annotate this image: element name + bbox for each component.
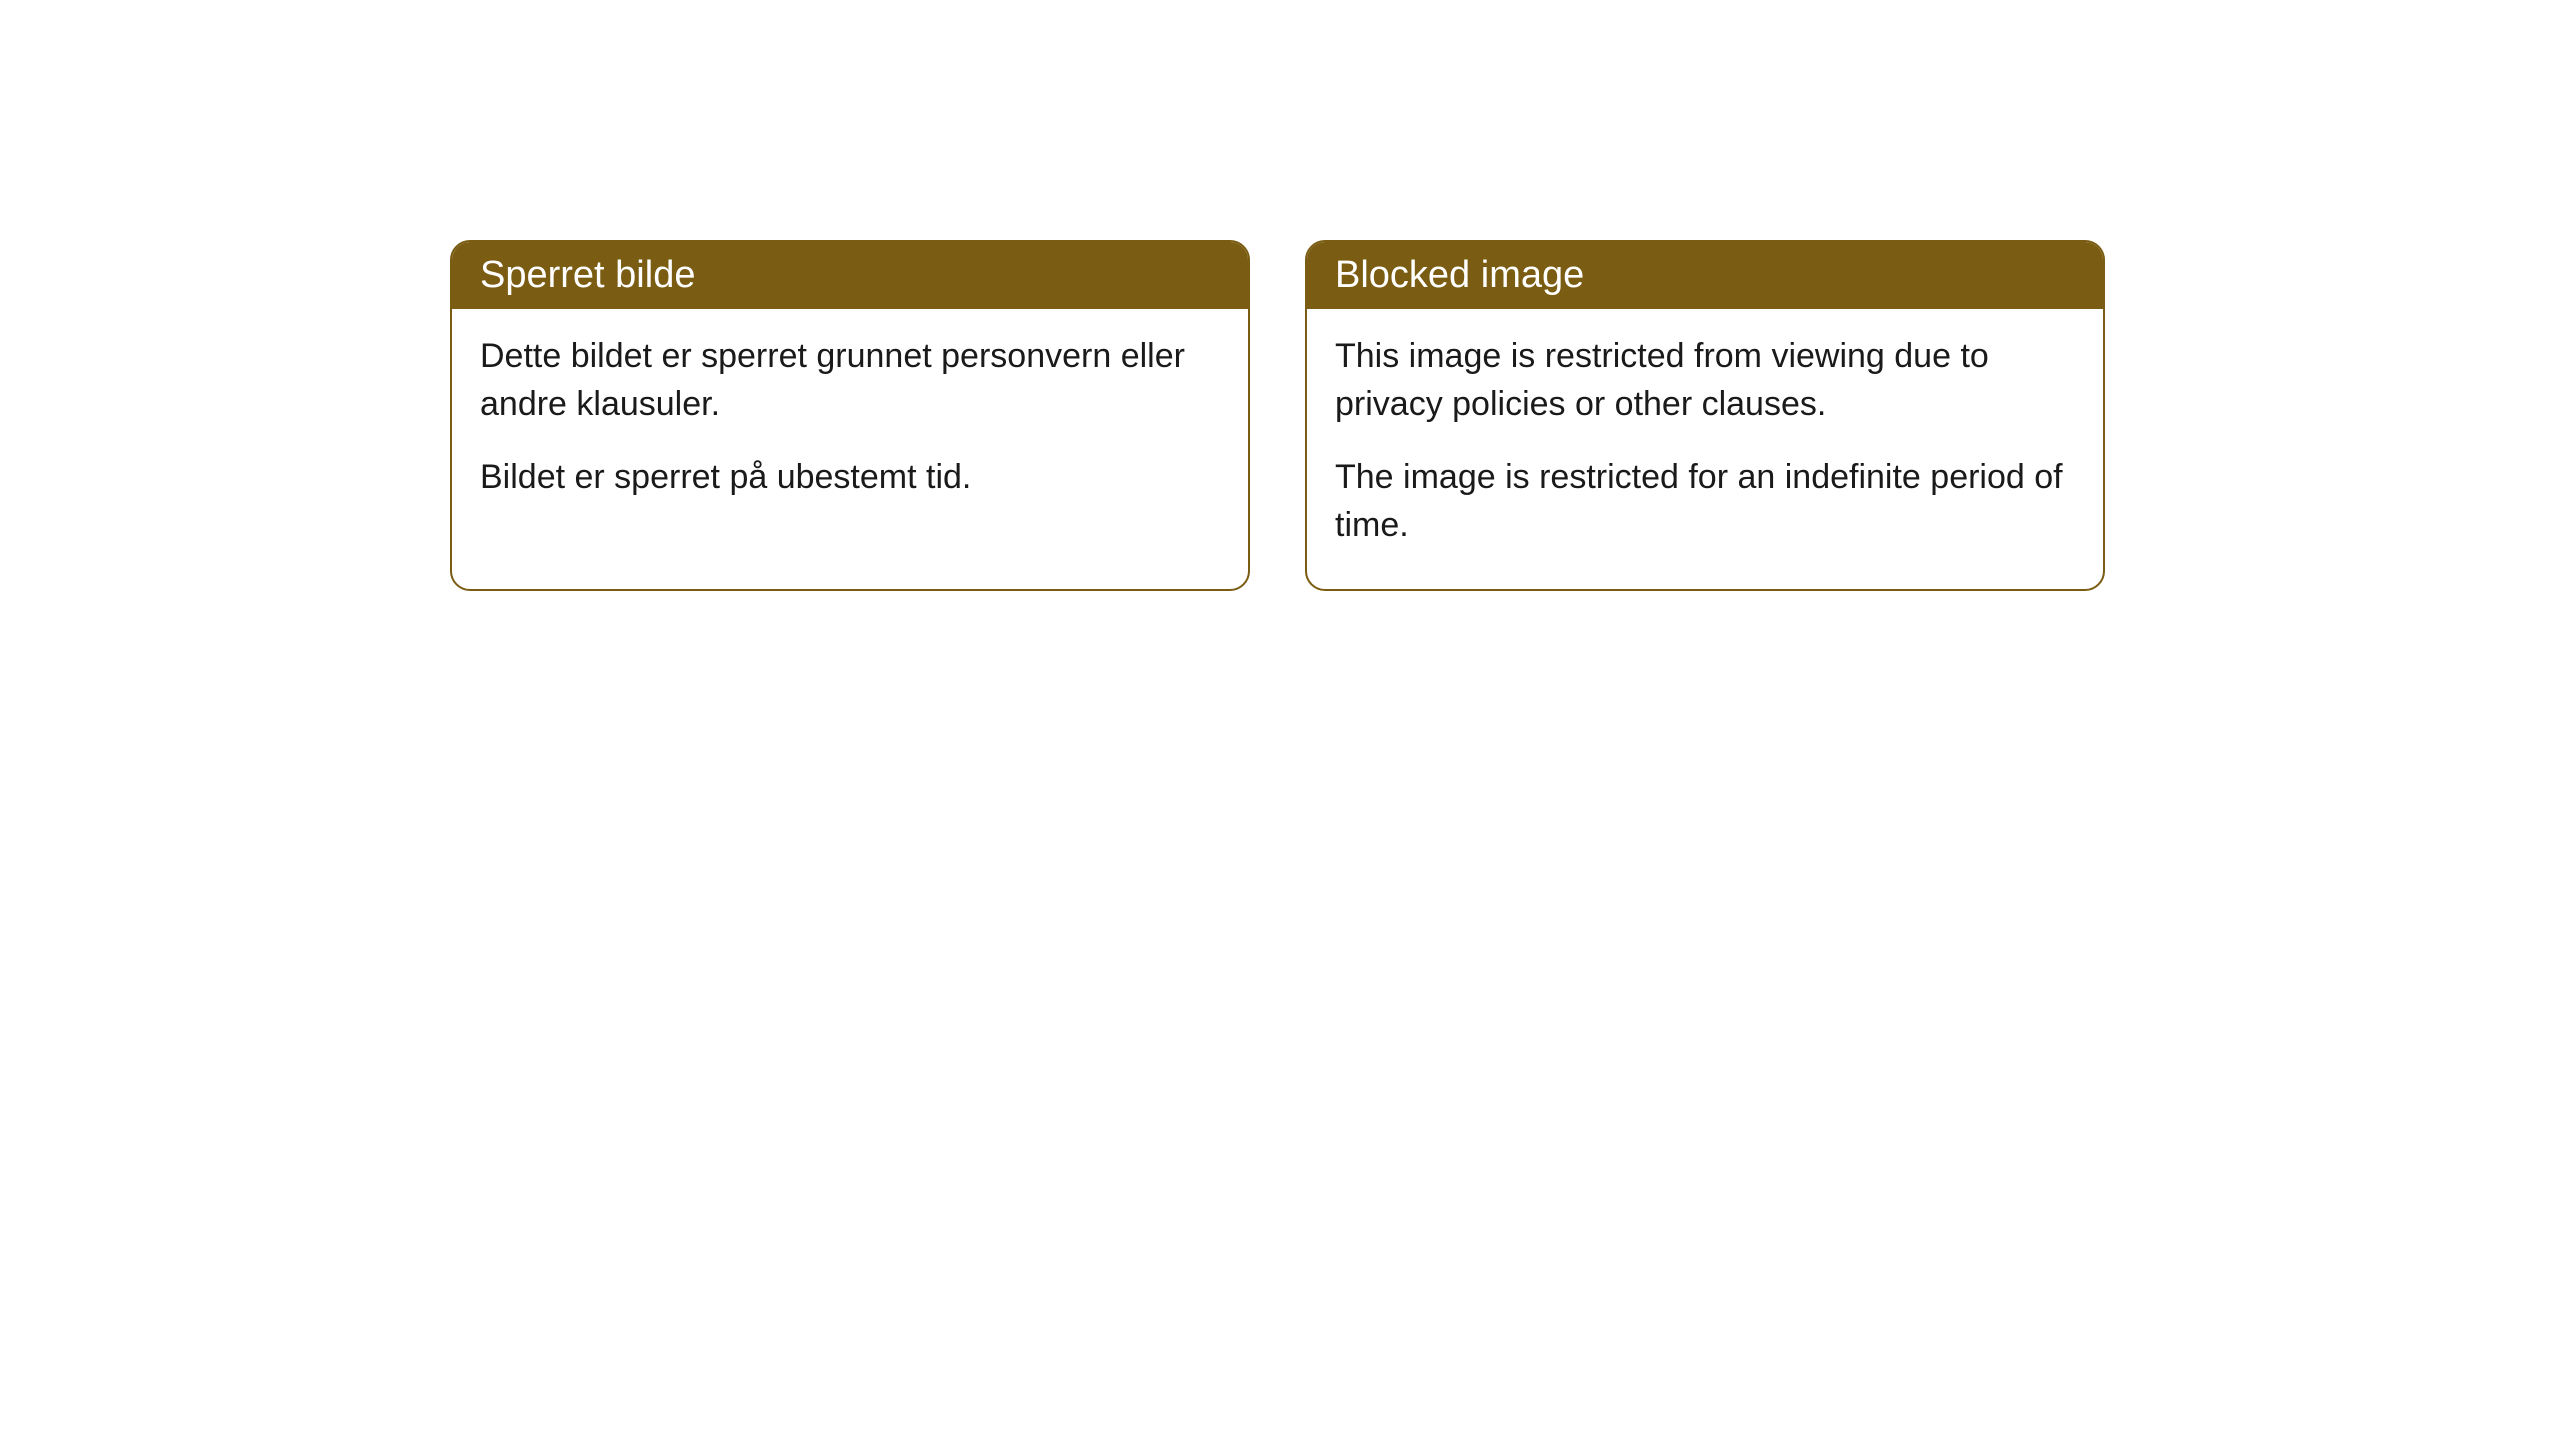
card-paragraph: Bildet er sperret på ubestemt tid. — [480, 454, 1220, 502]
blocked-image-card-english: Blocked image This image is restricted f… — [1305, 240, 2105, 591]
card-body: This image is restricted from viewing du… — [1307, 309, 2103, 589]
card-title: Blocked image — [1335, 254, 1584, 296]
card-body: Dette bildet er sperret grunnet personve… — [452, 309, 1248, 542]
card-paragraph: The image is restricted for an indefinit… — [1335, 454, 2075, 549]
card-paragraph: Dette bildet er sperret grunnet personve… — [480, 333, 1220, 428]
card-header: Blocked image — [1307, 242, 2103, 309]
blocked-image-card-norwegian: Sperret bilde Dette bildet er sperret gr… — [450, 240, 1250, 591]
card-header: Sperret bilde — [452, 242, 1248, 309]
cards-container: Sperret bilde Dette bildet er sperret gr… — [450, 240, 2560, 591]
card-paragraph: This image is restricted from viewing du… — [1335, 333, 2075, 428]
card-title: Sperret bilde — [480, 254, 695, 296]
